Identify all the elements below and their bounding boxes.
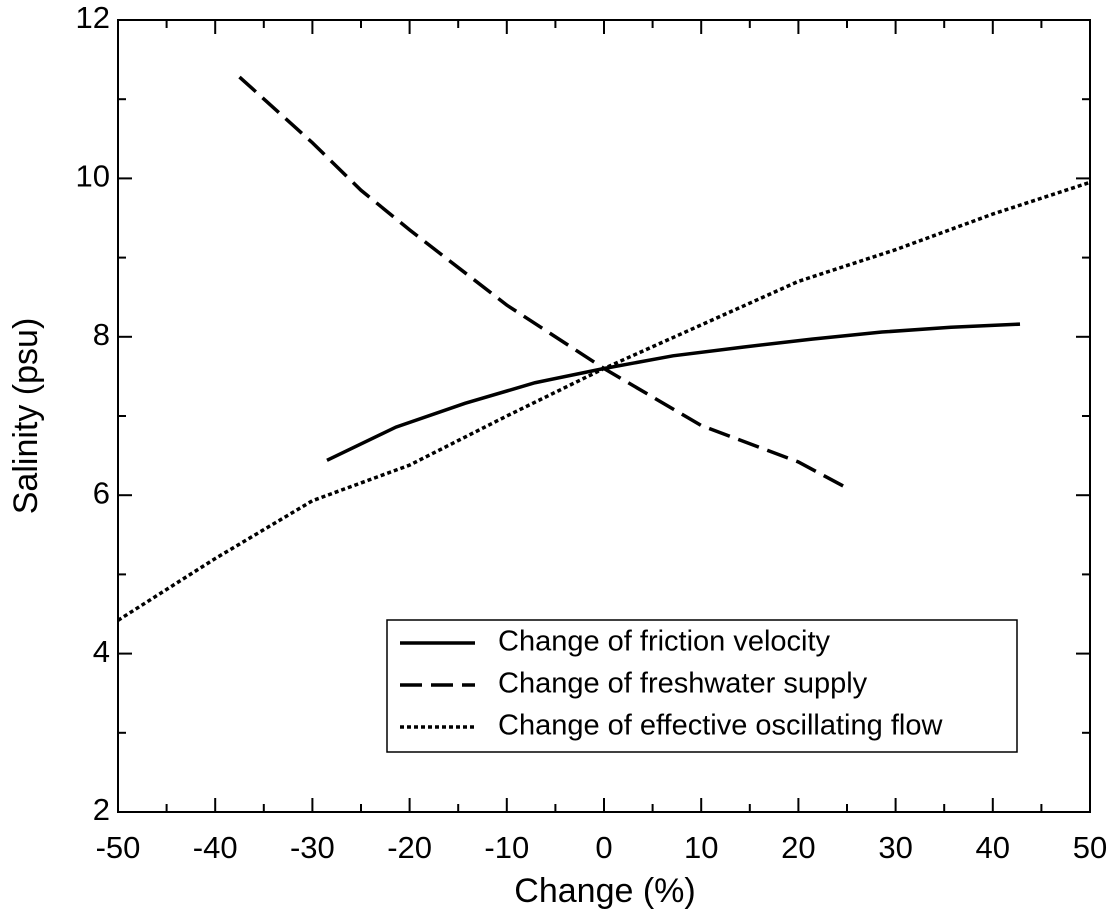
x-axis-label: Change (%) <box>514 872 695 910</box>
x-tick-label: -10 <box>484 830 529 865</box>
legend-label: Change of freshwater supply <box>498 668 868 700</box>
legend-label: Change of effective oscillating flow <box>498 710 943 742</box>
x-tick-label: 20 <box>781 830 815 865</box>
series-line <box>326 322 1021 462</box>
y-tick-label: 12 <box>76 0 110 35</box>
x-tick-label: 10 <box>684 830 718 865</box>
y-tick-label: 8 <box>93 317 110 352</box>
x-tick-label: 0 <box>595 830 612 865</box>
legend-label: Change of friction velocity <box>498 626 831 658</box>
y-tick-label: 6 <box>93 475 110 510</box>
x-tick-label: -50 <box>96 830 141 865</box>
y-tick-label: 10 <box>76 159 110 194</box>
series-line <box>238 75 848 490</box>
x-tick-label: -20 <box>387 830 432 865</box>
series-line <box>117 180 1091 622</box>
x-tick-label: -30 <box>290 830 335 865</box>
x-tick-label: 50 <box>1073 830 1107 865</box>
legend-box <box>386 619 1018 753</box>
x-tick-label: 30 <box>878 830 912 865</box>
y-tick-label: 2 <box>93 792 110 827</box>
x-tick-label: -40 <box>193 830 238 865</box>
y-axis-label: Salinity (psu) <box>7 318 45 515</box>
x-tick-label: 40 <box>976 830 1010 865</box>
y-tick-label: 4 <box>93 634 110 669</box>
